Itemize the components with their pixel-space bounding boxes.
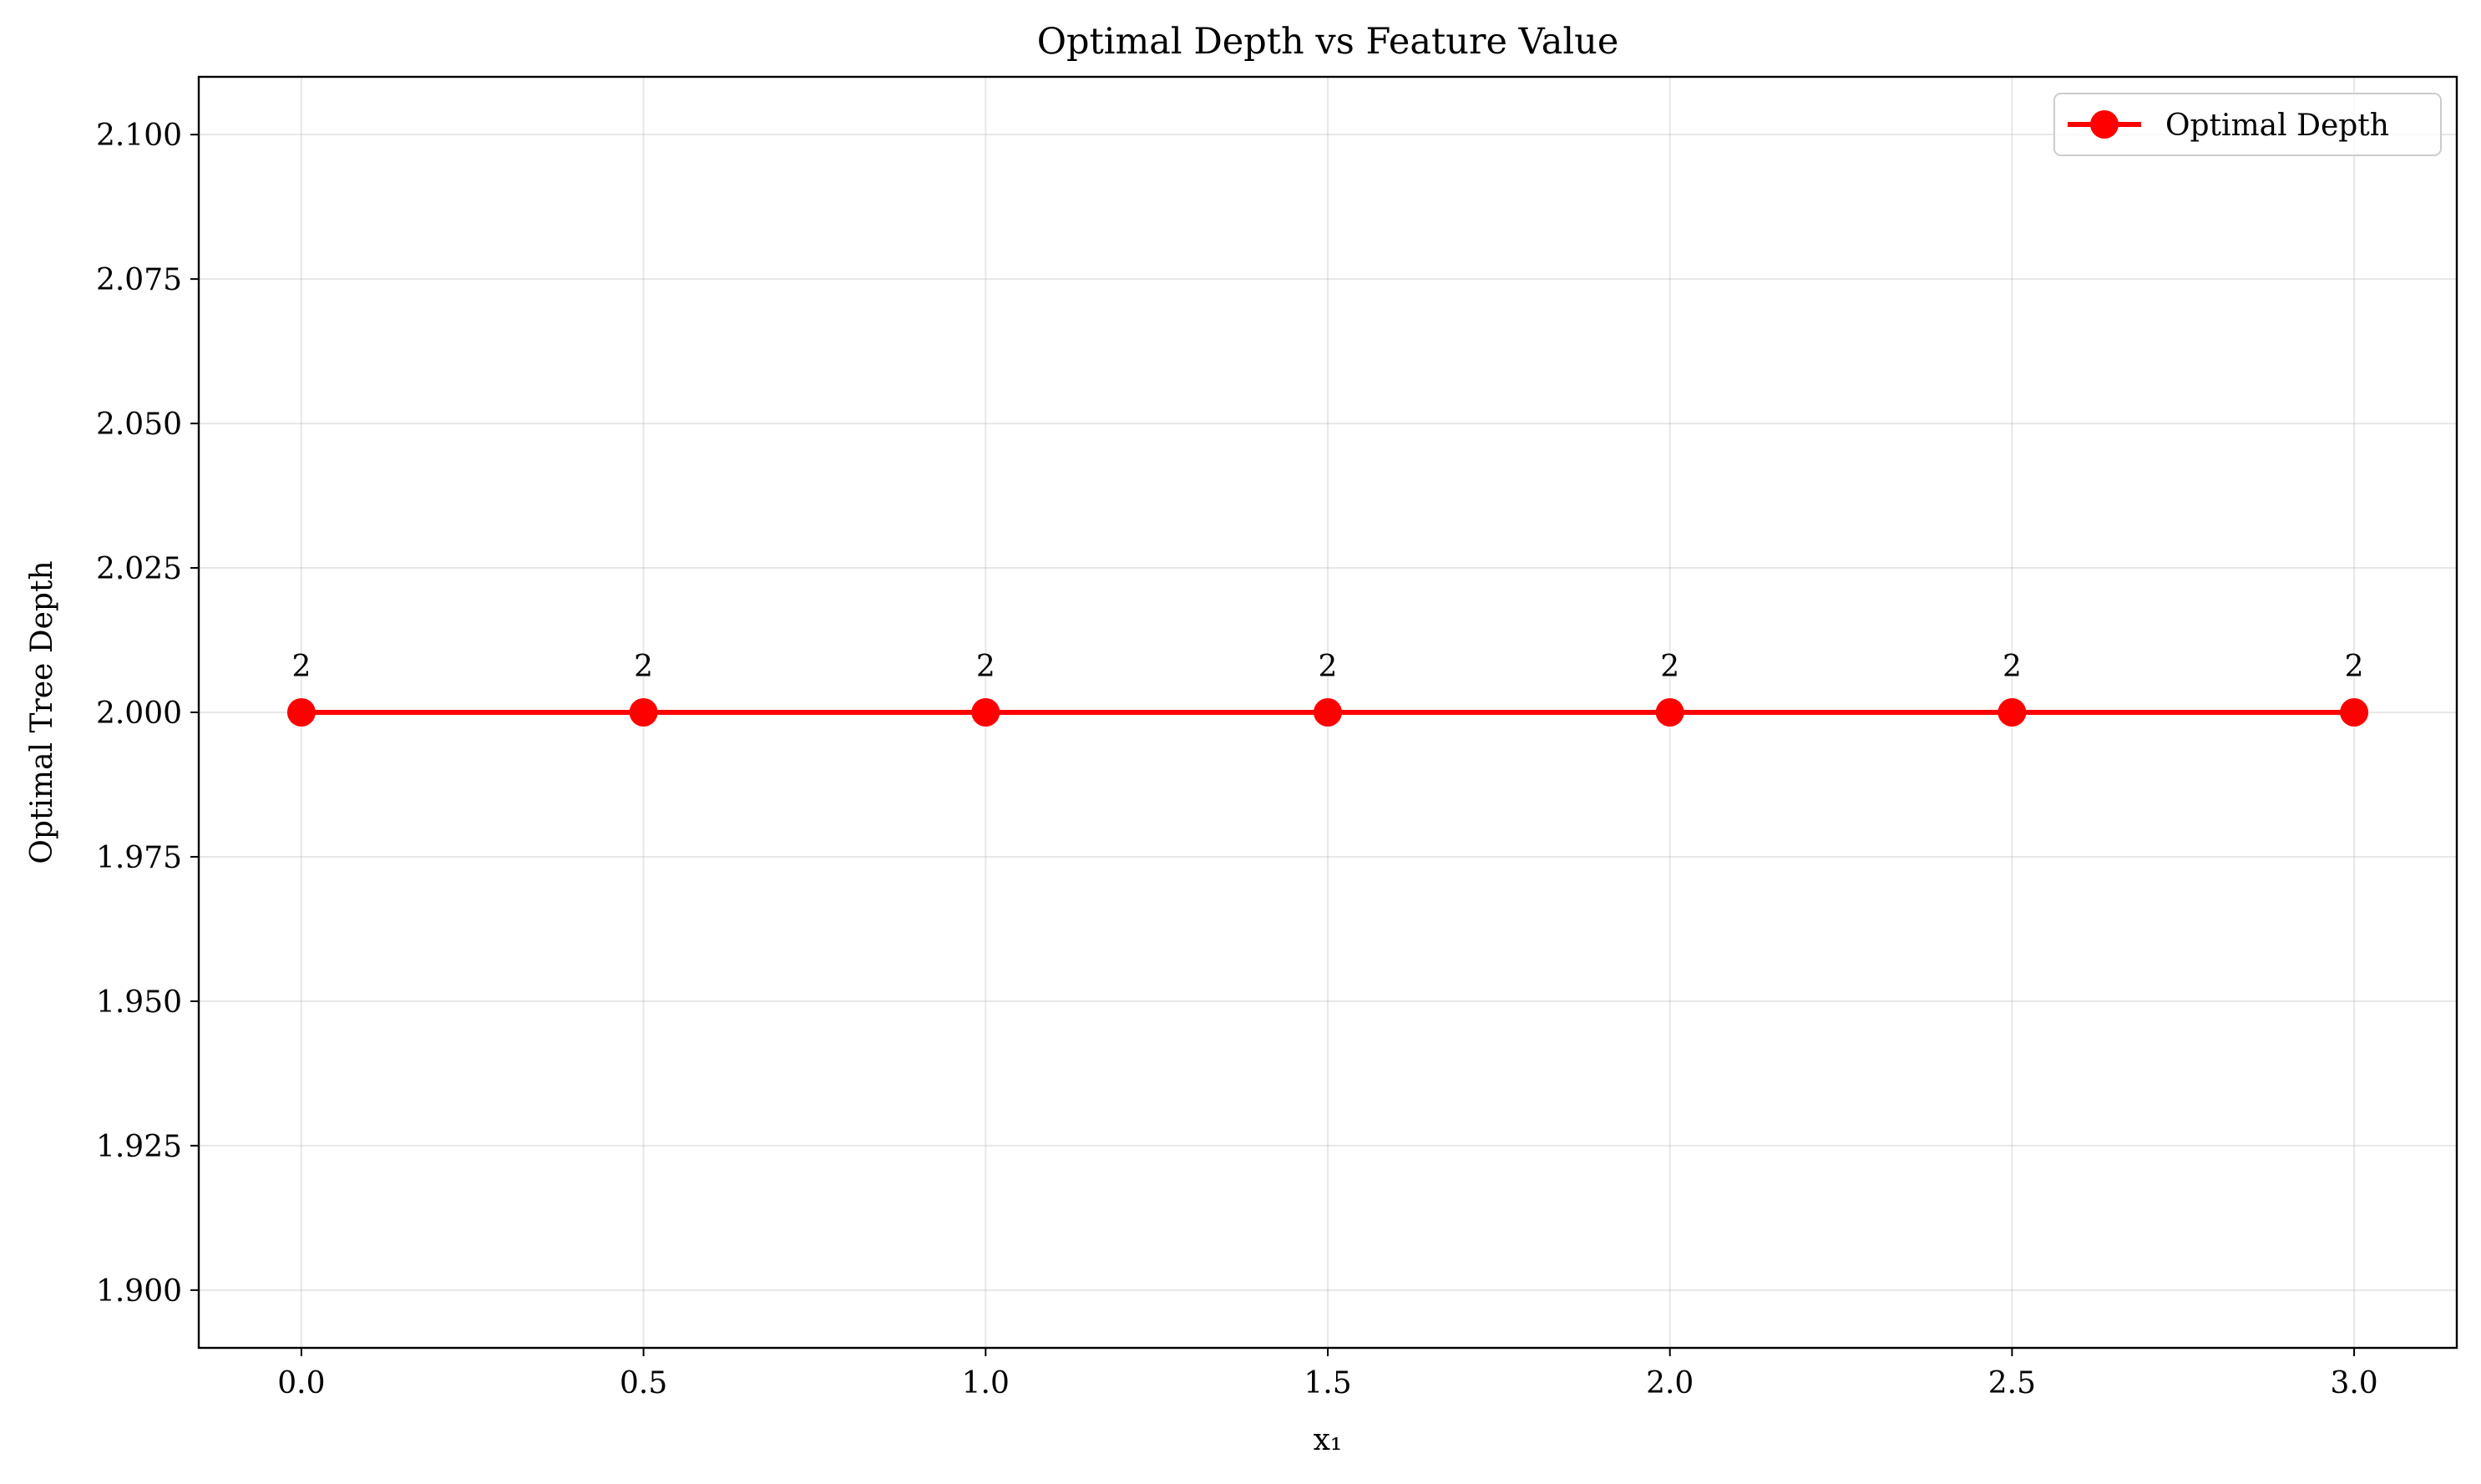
- y-tick-label: 2.050: [96, 408, 182, 442]
- x-tick-label: 1.5: [1304, 1366, 1351, 1400]
- x-tick-label: 2.5: [1988, 1366, 2036, 1400]
- y-axis-label: Optimal Tree Depth: [25, 560, 59, 864]
- y-tick-label: 2.025: [96, 552, 182, 586]
- data-label: 2: [976, 650, 995, 684]
- data-label: 2: [2345, 650, 2364, 684]
- data-point: [286, 698, 316, 727]
- x-tick-label: 2.0: [1646, 1366, 1694, 1400]
- legend: Optimal Depth: [2053, 93, 2442, 156]
- series-layer: [286, 698, 2369, 727]
- y-tick-label: 1.950: [96, 985, 182, 1020]
- y-tick-label: 1.925: [96, 1130, 182, 1164]
- y-tick-label: 2.100: [96, 119, 182, 153]
- data-label: 2: [634, 650, 653, 684]
- data-point: [971, 698, 1000, 727]
- legend-label: Optimal Depth: [2165, 109, 2389, 143]
- data-point: [1997, 698, 2027, 727]
- y-tick-label: 1.975: [96, 841, 182, 875]
- x-tick-label: 3.0: [2330, 1366, 2377, 1400]
- data-label: 2: [291, 650, 311, 684]
- chart-title: Optimal Depth vs Feature Value: [1037, 21, 1619, 63]
- legend-box: [2053, 93, 2442, 156]
- y-tick-label: 2.000: [96, 696, 182, 731]
- x-tick-label: 1.0: [962, 1366, 1010, 1400]
- data-point: [1655, 698, 1684, 727]
- y-tick-label: 1.900: [96, 1274, 182, 1309]
- x-axis-label: x₁: [1314, 1423, 1343, 1457]
- x-tick-label: 0.0: [277, 1366, 325, 1400]
- y-tick-label: 2.075: [96, 263, 182, 297]
- data-label: 2: [2003, 650, 2022, 684]
- data-point: [1314, 698, 1342, 727]
- legend-marker: [2090, 110, 2119, 139]
- data-labels: 2 2 2 2 2 2 2: [291, 650, 2363, 684]
- x-tick-label: 0.5: [620, 1366, 667, 1400]
- data-label: 2: [1660, 650, 1679, 684]
- data-point: [629, 698, 658, 727]
- data-point: [2340, 698, 2369, 727]
- ticks: 0.0 0.5 1.0 1.5 2.0 2.5 3.0 1.900 1.925 1.950 1.97…: [96, 119, 2378, 1400]
- data-label: 2: [1319, 650, 1338, 684]
